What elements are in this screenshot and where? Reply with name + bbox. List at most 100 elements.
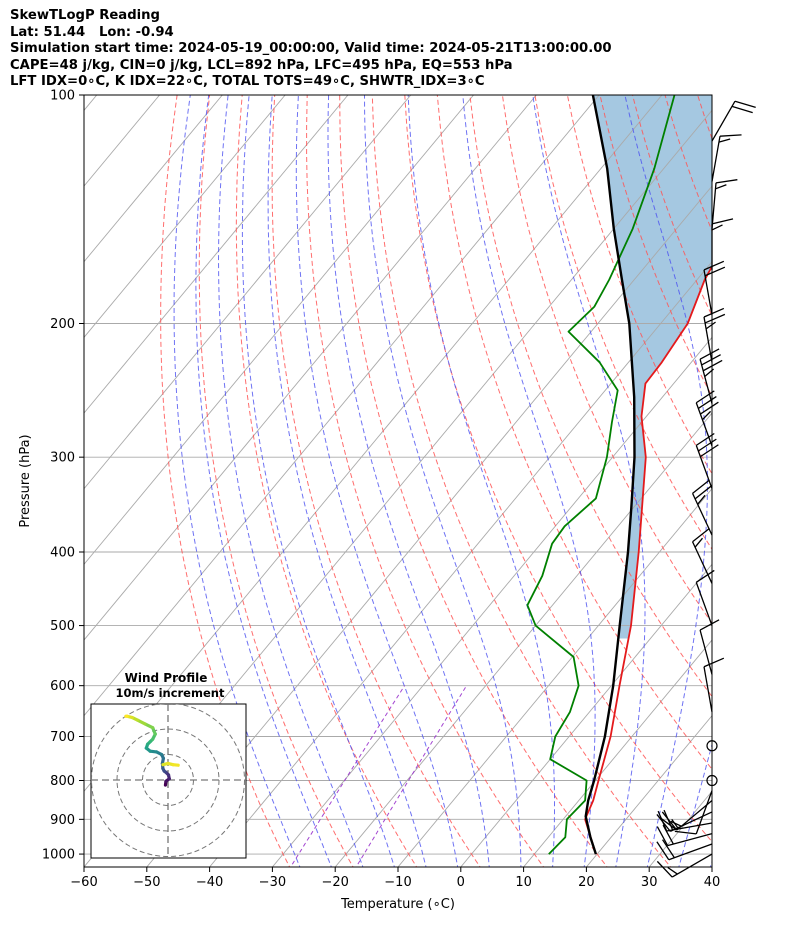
y-tick-label: 100 [50,89,75,104]
wind-barb [711,134,742,182]
barb-staff [695,582,713,626]
hodograph-ring [91,704,245,857]
wind-barb [674,790,713,835]
wind-barb [691,527,713,584]
wind-barb [695,432,719,489]
barb-feather [703,657,725,668]
barb-feather [697,395,717,409]
wind-barb [706,740,718,752]
moist-adiabat-line [195,95,332,867]
wind-barb [703,260,726,316]
barb-feather [656,826,669,846]
moist-adiabat-line [624,95,708,867]
wind-barb [703,657,725,713]
y-tick-label: 600 [50,679,75,694]
barb-feather [704,368,715,378]
axes: Temperature (∘C) Pressure (hPa) −60 −50 −4… [18,89,720,913]
barb-feather [699,619,720,631]
moist-adiabat-line [267,95,427,867]
wind-barb [711,179,738,229]
isotherm-line [711,866,712,867]
moist-adiabat-line [709,859,712,867]
moist-adiabat-line [407,95,555,867]
barb-staff [695,402,713,447]
barb-feather [656,860,673,878]
dry-adiabat-line [763,95,794,870]
dry-adiabat-line [469,95,712,698]
barb-feather [719,134,742,137]
barb-feather [731,105,753,114]
dry-adiabat-line [730,95,794,870]
header-location: Lat: 51.44 Lon: -0.94 [10,24,174,40]
isotherm-line [84,95,600,717]
wind-barb [699,619,720,675]
wind-barb [656,811,713,832]
dry-adiabat-line [436,95,712,770]
wind-barb [691,479,713,536]
y-tick-label: 1000 [42,848,75,863]
y-tick-label: 800 [50,774,75,789]
barb-feather [659,816,678,831]
barb-staff [691,541,713,584]
barb-staff [667,833,713,847]
isotherm-line [397,487,712,867]
barb-feather [661,839,675,859]
barb-feather [718,138,731,143]
barb-feather [694,484,713,500]
isotherm-line [772,95,794,870]
barb-feather [692,479,710,494]
barb-staff [703,666,713,713]
dry-adiabat-line [566,95,712,475]
barb-feather [667,866,678,875]
cape-area [592,95,712,639]
barb-feather [701,410,712,421]
x-tick-label: 10 [515,875,532,890]
barb-feather [703,260,725,271]
wind-barb [711,218,734,270]
barb-staff [711,182,717,229]
barb-feather [715,179,738,184]
barb-feather [692,527,710,543]
cape-fill [592,95,712,639]
isotherm-line [84,95,286,339]
x-tick-label: 40 [704,875,721,890]
barb-staff [703,269,713,316]
barb-staff [695,790,713,835]
background-lines [84,95,794,870]
moist-adiabat-line [173,95,301,867]
barb-staff [703,316,713,363]
barb-staff [670,811,713,832]
wind-barb [695,390,719,447]
barb-feather [700,401,719,415]
parcel-line [584,95,636,855]
barb-feather [734,100,756,109]
dry-adiabat-line [198,95,354,867]
calm-wind-circle [706,740,718,752]
x-tick-label: −20 [321,875,348,890]
wind-barbs [656,100,756,878]
barb-feather [704,266,726,277]
barb-feather [711,224,723,231]
isotherm-line [585,714,712,867]
barb-staff [691,493,713,536]
barb-feather [671,819,680,830]
y-tick-label: 300 [50,451,75,466]
dry-adiabat-line [371,95,672,867]
isotherm-line [271,336,712,867]
isotherm-line [84,95,98,112]
wind-barb [656,839,713,861]
y-tick-label: 200 [50,317,75,332]
x-tick-label: 20 [578,875,595,890]
x-tick-label: −30 [259,875,286,890]
wind-barb [656,853,713,878]
isotherm-line [146,185,712,867]
x-tick-label: −50 [133,875,160,890]
barb-feather [670,820,682,827]
mixing-ratio-line [290,685,405,867]
barb-staff [711,136,721,182]
y-tick-label: 500 [50,619,75,634]
hodograph-inset: Wind Profile 10m/s increment [90,671,247,859]
hodograph-title: Wind Profile [125,671,208,685]
x-axis-label: Temperature (∘C) [340,897,455,912]
